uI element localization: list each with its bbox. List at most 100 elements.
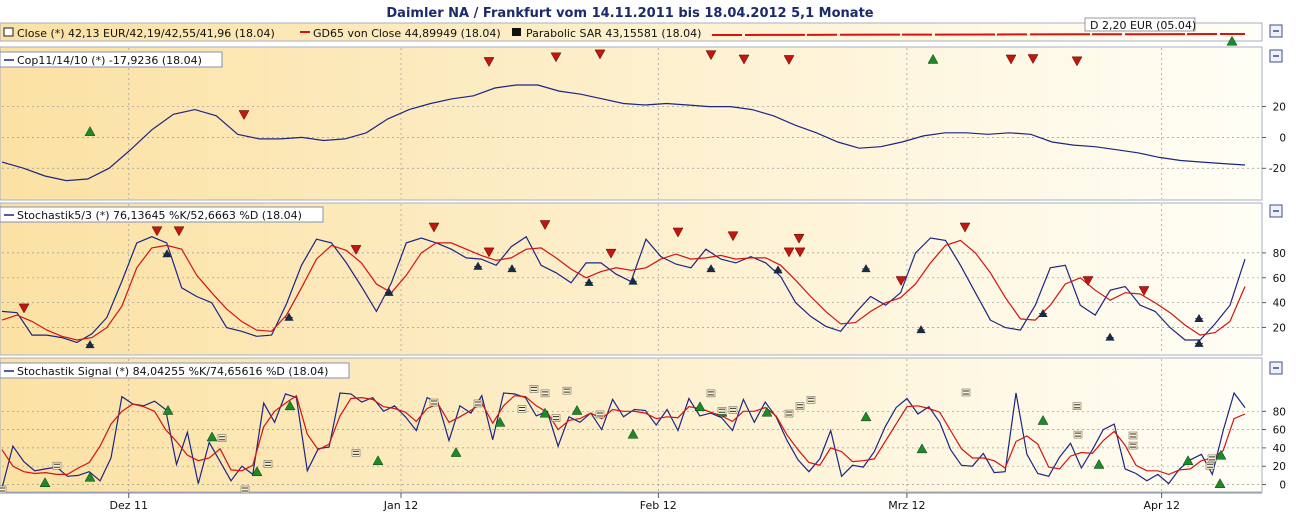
buy-signal-marker bbox=[539, 407, 551, 418]
series-line-d bbox=[1, 239, 1246, 341]
sell-signal-marker bbox=[783, 247, 795, 258]
neutral-signal-box bbox=[551, 414, 561, 422]
neutral-signal-box bbox=[562, 386, 572, 395]
neutral-signal-box bbox=[240, 485, 250, 494]
neutral-signal-box bbox=[595, 410, 605, 419]
buy-signal-marker bbox=[494, 416, 506, 427]
stoch-signal-marker bbox=[1038, 308, 1048, 318]
sell-signal-marker bbox=[350, 245, 362, 255]
buy-signal-marker bbox=[162, 404, 174, 415]
buy-signal-marker bbox=[1226, 35, 1238, 46]
sell-signal-marker bbox=[539, 220, 551, 231]
neutral-signal-marker bbox=[808, 397, 814, 402]
price-legend-close: Close (*) 42,13 EUR/42,19/42,55/41,96 (1… bbox=[17, 27, 275, 40]
sell-signal-marker bbox=[594, 49, 606, 60]
y-tick-label: 60 bbox=[1273, 273, 1286, 285]
stochastik-panel: Stochastik5/3 (*) 76,13645 %K/52,6663 %D… bbox=[0, 202, 1286, 356]
sell-signal-marker bbox=[151, 226, 163, 237]
neutral-signal-marker bbox=[730, 407, 736, 412]
neutral-signal-box bbox=[1072, 402, 1082, 410]
neutral-signal-marker bbox=[1074, 404, 1080, 409]
neutral-signal-box bbox=[263, 460, 273, 468]
stoch-signal-marker bbox=[916, 325, 926, 334]
chart-title: Daimler NA / Frankfurt vom 14.11.2011 bi… bbox=[386, 6, 873, 21]
sell-signal-marker bbox=[794, 247, 806, 258]
sell-signal-marker bbox=[238, 110, 250, 121]
buy-signal-marker bbox=[251, 466, 263, 477]
stoch-signal-marker bbox=[162, 249, 172, 258]
stoch-signal-marker bbox=[584, 277, 594, 286]
neutral-signal-marker bbox=[1130, 433, 1136, 438]
neutral-signal-marker bbox=[431, 400, 437, 405]
y-tick-label: 60 bbox=[1273, 425, 1286, 437]
neutral-signal-box bbox=[0, 485, 7, 494]
sell-signal-marker bbox=[727, 231, 739, 242]
stoch-signal-marker bbox=[1194, 313, 1204, 322]
neutral-signal-box bbox=[784, 409, 794, 418]
buy-signal-marker bbox=[860, 411, 872, 422]
signal-legend-box bbox=[0, 362, 350, 379]
neutral-signal-box bbox=[517, 405, 527, 413]
neutral-signal-box bbox=[806, 396, 816, 404]
sell-signal-marker bbox=[428, 222, 440, 233]
neutral-signal-marker bbox=[219, 436, 225, 441]
buy-signal-marker bbox=[1093, 458, 1105, 469]
neutral-signal-marker bbox=[242, 487, 248, 492]
buy-signal-marker bbox=[1215, 449, 1227, 460]
neutral-signal-marker bbox=[719, 408, 725, 413]
neutral-signal-marker bbox=[1075, 432, 1081, 437]
sell-signal-marker bbox=[793, 233, 805, 244]
neutral-signal-marker bbox=[531, 386, 537, 391]
sell-signal-marker bbox=[550, 52, 562, 63]
neutral-signal-box bbox=[429, 398, 439, 407]
neutral-signal-box bbox=[217, 434, 227, 442]
neutral-signal-marker bbox=[542, 391, 548, 396]
stoch-signal-marker bbox=[85, 340, 95, 349]
neutral-signal-box bbox=[1073, 430, 1083, 439]
price-legend-gd65: GD65 von Close 44,89949 (18.04) bbox=[313, 27, 501, 40]
buy-signal-marker bbox=[284, 400, 296, 411]
neutral-signal-box bbox=[1128, 441, 1138, 450]
sell-signal-marker bbox=[18, 303, 30, 314]
x-axis: Dez 11 Jan 12 Feb 12 Mrz 12 Apr 12 bbox=[0, 492, 1262, 512]
buy-signal-marker bbox=[627, 428, 639, 439]
sell-signal-marker bbox=[483, 57, 495, 67]
y-tick-label: 20 bbox=[1273, 323, 1286, 335]
buy-signal-marker bbox=[39, 477, 51, 488]
buy-signal-marker bbox=[927, 53, 939, 64]
sell-signal-marker bbox=[895, 276, 907, 287]
neutral-signal-marker bbox=[708, 391, 714, 396]
stoch-signal-marker bbox=[507, 264, 517, 273]
y-tick-label: 80 bbox=[1273, 248, 1286, 260]
buy-signal-marker bbox=[1037, 415, 1049, 425]
x-tick-label: Dez 11 bbox=[110, 499, 149, 512]
neutral-signal-marker bbox=[963, 390, 969, 395]
series-line-k bbox=[1, 235, 1246, 344]
buy-signal-marker bbox=[372, 455, 384, 466]
neutral-signal-marker bbox=[564, 388, 570, 393]
buy-signal-marker bbox=[694, 401, 706, 412]
neutral-signal-marker bbox=[265, 461, 271, 466]
y-tick-label: 0 bbox=[1279, 480, 1286, 492]
neutral-signal-box bbox=[961, 388, 971, 397]
neutral-signal-box bbox=[540, 389, 550, 398]
neutral-signal-marker bbox=[475, 401, 481, 406]
signal-legend: Stochastik Signal (*) 84,04255 %K/74,656… bbox=[17, 365, 328, 378]
sell-signal-marker bbox=[672, 227, 684, 238]
cop-legend: Cop11/14/10 (*) -17,9236 (18.04) bbox=[17, 54, 202, 67]
neutral-signal-box bbox=[1205, 461, 1215, 470]
y-tick-label: 20 bbox=[1273, 461, 1286, 473]
buy-signal-marker bbox=[571, 404, 583, 415]
sell-signal-marker bbox=[1071, 56, 1083, 67]
sell-signal-marker bbox=[1027, 54, 1039, 65]
stoch-signal-marker bbox=[773, 265, 783, 274]
x-tick-label: Mrz 12 bbox=[888, 499, 925, 512]
price-panel: Close (*) 42,13 EUR/42,19/42,55/41,96 (1… bbox=[0, 17, 1283, 42]
y-tick-label: 80 bbox=[1273, 406, 1286, 418]
buy-signal-marker bbox=[206, 431, 218, 442]
stoch-signal-marker bbox=[473, 261, 483, 270]
sell-signal-marker bbox=[605, 248, 617, 259]
neutral-signal-marker bbox=[797, 404, 803, 409]
sell-signal-marker bbox=[783, 55, 795, 65]
stoch-signal-marker bbox=[1105, 332, 1115, 341]
